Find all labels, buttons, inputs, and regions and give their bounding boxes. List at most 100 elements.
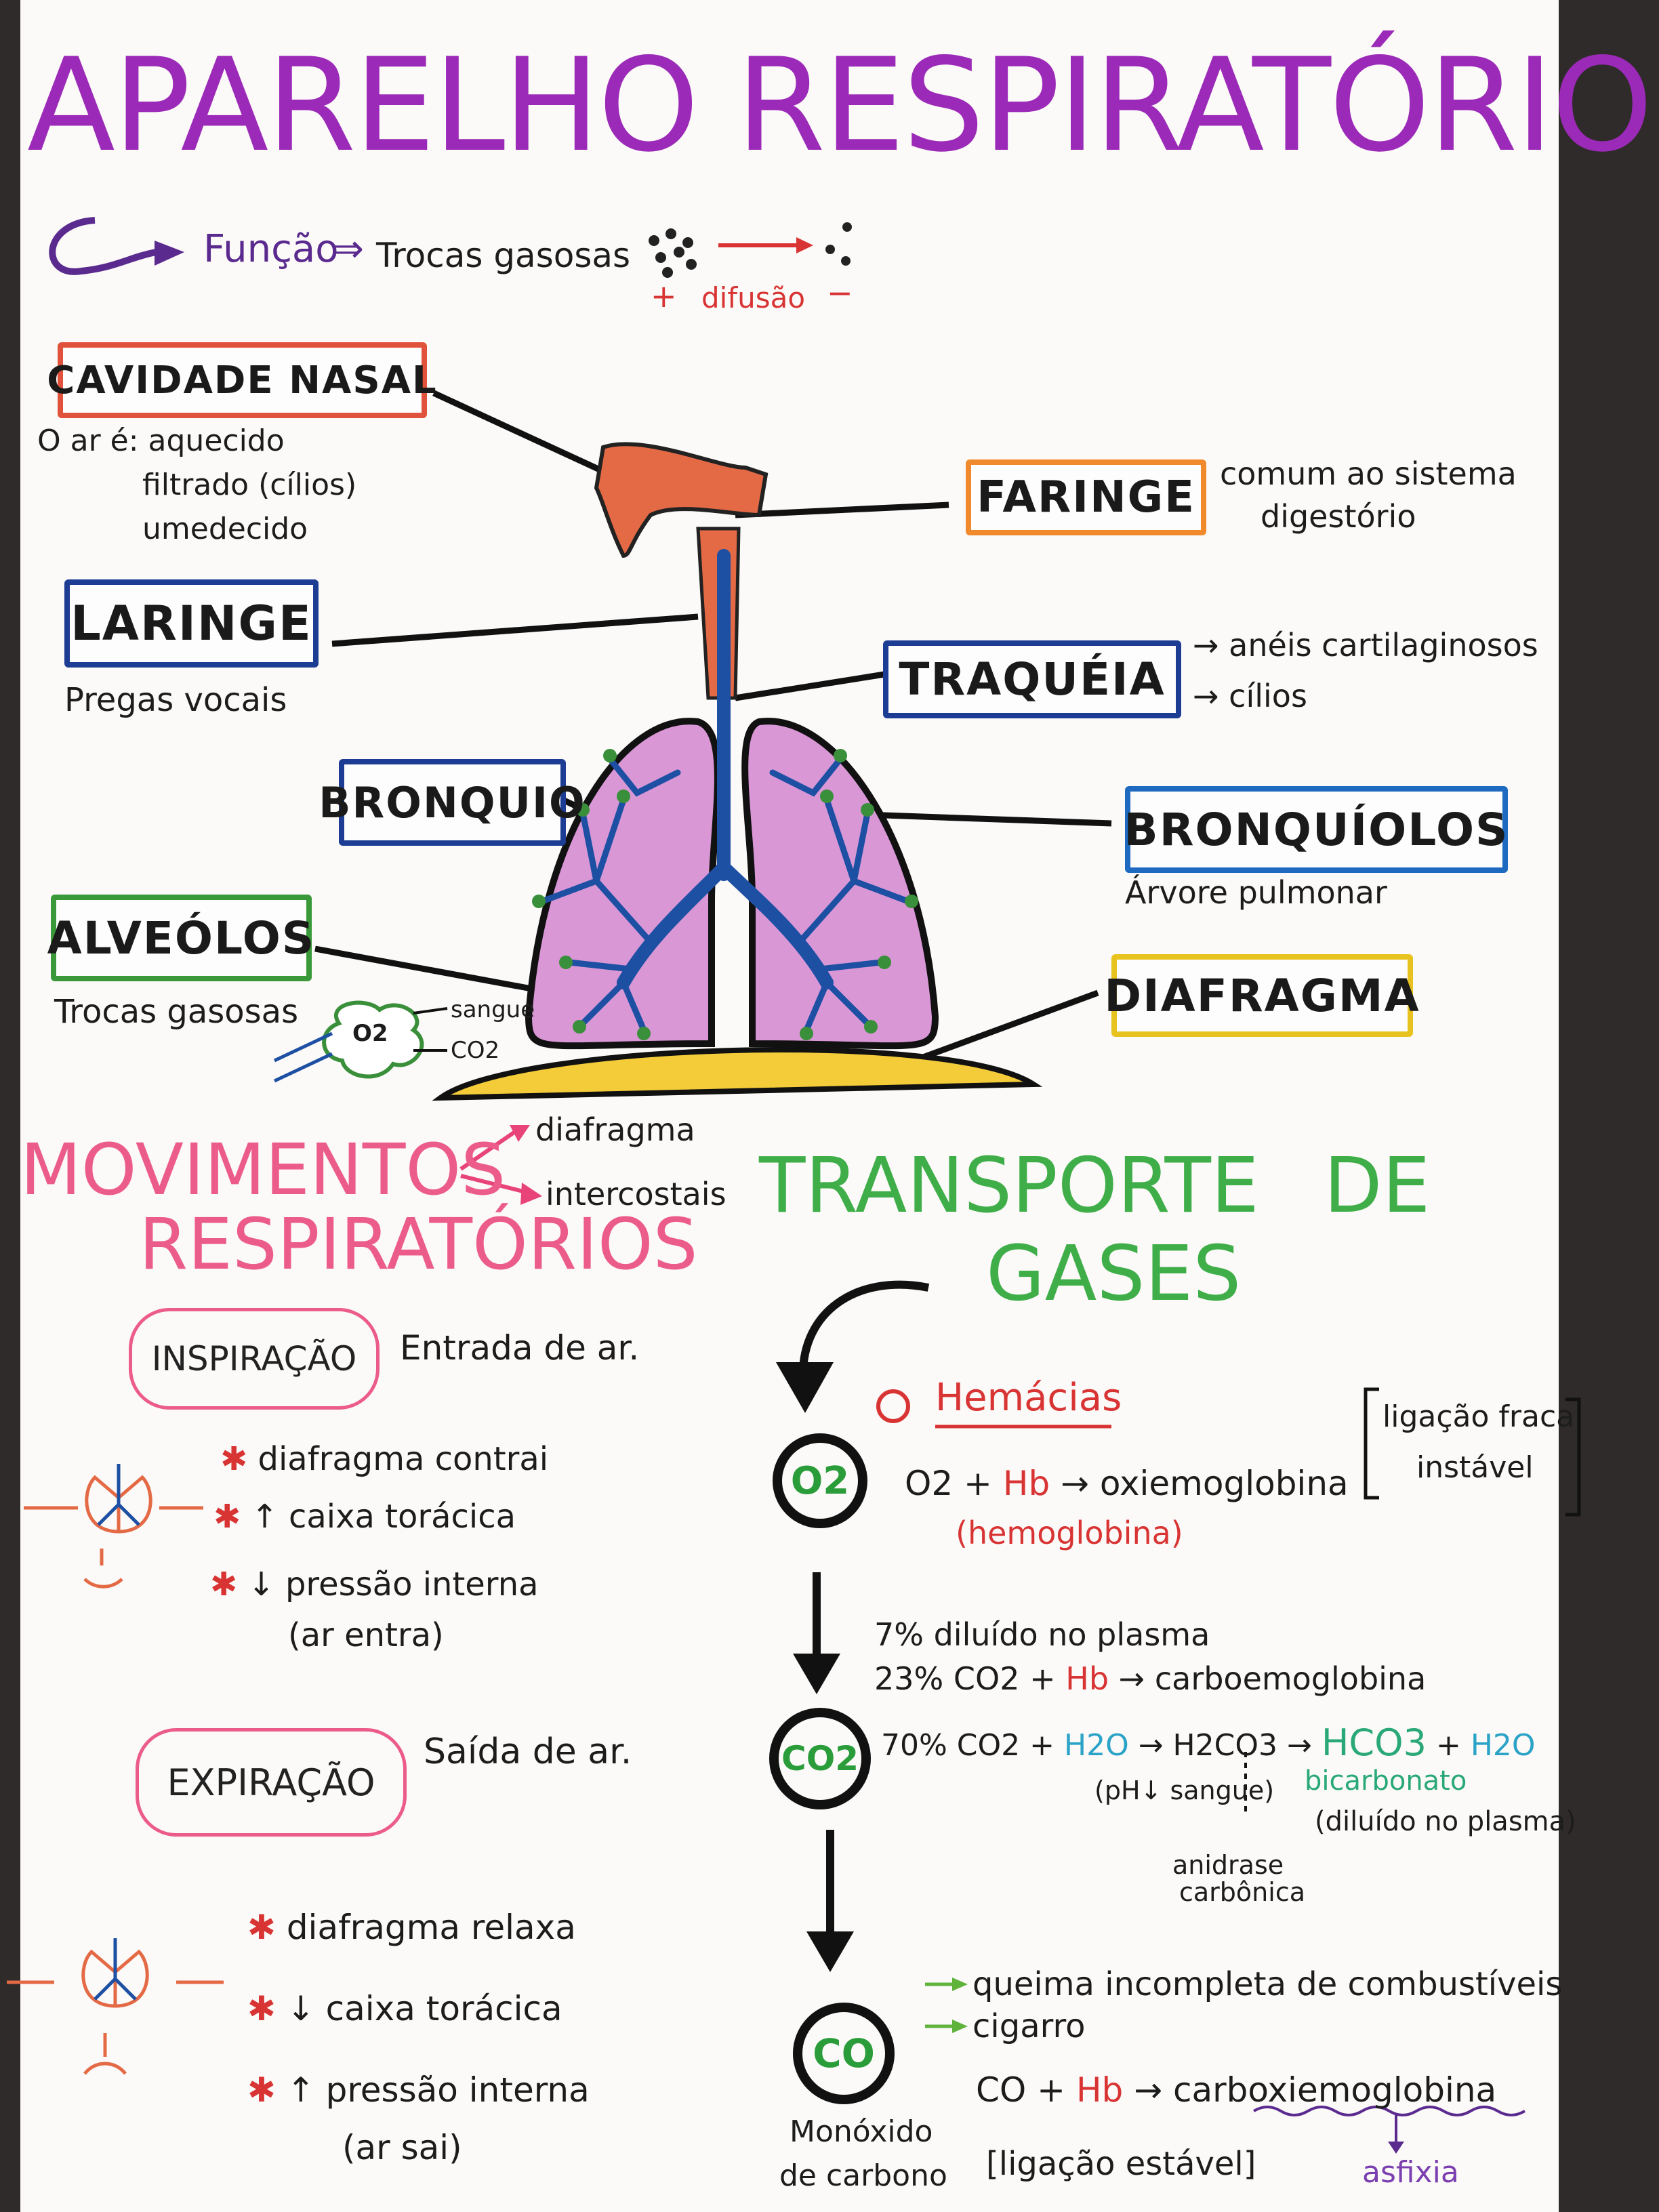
- insp-item-2-text: ↑ caixa torácica: [251, 1498, 516, 1536]
- label-diafragma: DIAFRAGMA: [1104, 954, 1419, 1037]
- hemoglobina-label: (hemoglobina): [956, 1515, 1183, 1551]
- co2-line-3: 70% CO2 + H2O → H2CO3 → HCO3 + H2O: [881, 1721, 1536, 1764]
- o2-equation: O2 + Hb → oxiemoglobina: [905, 1464, 1349, 1503]
- diluido-note: (diluído no plasma): [1315, 1806, 1576, 1837]
- co-cause-arrows: [925, 1982, 956, 2028]
- transport-flow-arrows: [799, 1280, 930, 1938]
- co2-l3a: 70% CO2 +: [881, 1728, 1064, 1763]
- exp-item-1-text: diafragma relaxa: [286, 1908, 576, 1947]
- label-faringe: FARINGE: [966, 459, 1206, 535]
- transporte-title-1: TRANSPORTE DE: [759, 1142, 1431, 1230]
- alveolus-sangue: sangue: [451, 996, 535, 1023]
- inspiration-lungs-icon: [24, 1464, 203, 1589]
- o2-eq-b: → oxiemoglobina: [1050, 1464, 1349, 1503]
- exp-item-4: (ar sai): [342, 2128, 462, 2167]
- funcao-arrow: ⇒: [332, 227, 364, 271]
- expiracao-bubble: EXPIRAÇÃO: [136, 1728, 407, 1837]
- co2-l2-hb: Hb: [1065, 1660, 1109, 1697]
- ph-note: (pH↓ sangue): [1094, 1776, 1275, 1805]
- traqueia-note-1: → anéis cartilaginosos: [1193, 627, 1538, 663]
- insp-item-1: ✱ diafragma contrai: [220, 1440, 549, 1478]
- exp-item-2-text: ↓ caixa torácica: [286, 1989, 562, 2028]
- co2-line-2: 23% CO2 + Hb → carboemoglobina: [874, 1660, 1426, 1697]
- cavidade-note-1: O ar é: aquecido: [37, 424, 285, 458]
- bicarbonato-label: bicarbonato: [1305, 1765, 1467, 1797]
- movement-branch-arrows: [459, 1130, 529, 1195]
- page-title: APARELHO RESPIRATÓRIO: [27, 30, 1653, 180]
- cavidade-note-2: filtrado (cílios): [142, 468, 357, 502]
- co2-circle: CO2: [769, 1708, 871, 1809]
- exp-item-2: ✱ ↓ caixa torácica: [247, 1989, 562, 2028]
- anidrase-1: anidrase: [1172, 1850, 1284, 1880]
- funcao-label: Função: [203, 227, 339, 271]
- nasal-cavity-shape: [594, 442, 769, 558]
- movimentos-title-1: MOVIMENTOS: [20, 1128, 506, 1211]
- label-bronquiolos: BRONQUÍOLOS: [1124, 786, 1508, 873]
- diaphragm-shape: [432, 1047, 1043, 1101]
- insp-item-1-text: diafragma contrai: [258, 1440, 549, 1478]
- alveolus-detail-icon: [322, 1000, 424, 1079]
- label-traqueia: TRAQUÉIA: [883, 640, 1181, 718]
- transporte-title-2: GASES: [986, 1230, 1242, 1318]
- traqueia-note-1-text: anéis cartilaginosos: [1229, 627, 1538, 663]
- co2-l2b: → carboemoglobina: [1109, 1660, 1427, 1697]
- swoosh-arrow-icon: [49, 217, 157, 275]
- co2-line-1: 7% diluído no plasma: [874, 1616, 1210, 1653]
- faringe-note-1: comum ao sistema: [1220, 455, 1517, 492]
- exp-item-3-text: ↑ pressão interna: [286, 2070, 590, 2110]
- insp-item-3-text: ↓ pressão interna: [247, 1565, 539, 1603]
- co-eq-a: CO +: [976, 2070, 1076, 2110]
- co2-l2a: 23% CO2 +: [874, 1660, 1066, 1697]
- alveolus-co2: CO2: [451, 1037, 500, 1064]
- exp-item-1: ✱ diafragma relaxa: [247, 1908, 576, 1947]
- alveolos-note: Trocas gasosas: [54, 993, 299, 1031]
- anidrase-2: carbônica: [1179, 1877, 1305, 1907]
- monoxido-1: Monóxido: [790, 2114, 933, 2149]
- inspiracao-bubble: INSPIRAÇÃO: [129, 1308, 380, 1410]
- carboxi-underline: [1252, 2106, 1526, 2116]
- co-cause-1: queima incompleta de combustíveis: [972, 1965, 1563, 2003]
- faringe-note-2: digestório: [1261, 498, 1416, 535]
- ligacao-estavel: [ligação estável]: [986, 2145, 1256, 2183]
- insp-item-2: ✱ ↑ caixa torácica: [213, 1498, 516, 1536]
- co2-l3b: → H2CO3 →: [1128, 1728, 1322, 1763]
- swoosh-arrowhead-icon: [155, 241, 184, 266]
- minus-sign: −: [827, 274, 853, 311]
- co2-l3-h2o-2: H2O: [1470, 1728, 1536, 1763]
- co2-l3-plus: +: [1426, 1728, 1471, 1763]
- hemacias-marker-icon: [876, 1389, 910, 1423]
- movimentos-branch-intercostais: intercostais: [546, 1176, 726, 1212]
- insp-item-3: ✱ ↓ pressão interna: [210, 1565, 539, 1603]
- label-cavidade-nasal: CAVIDADE NASAL: [47, 342, 436, 418]
- alveoli-clusters: [532, 749, 918, 1040]
- co-eq-b: →: [1123, 2070, 1173, 2110]
- label-laringe: LARINGE: [64, 579, 319, 668]
- monoxido-2: de carbono: [779, 2158, 947, 2193]
- inspiracao-desc: Entrada de ar.: [400, 1328, 640, 1368]
- bronchial-tree-icon: [617, 549, 834, 989]
- carboxi-label: carboxiemoglobina: [1172, 2070, 1497, 2110]
- o2-eq-hb: Hb: [1002, 1464, 1050, 1503]
- asfixia-label: asfixia: [1362, 2155, 1459, 2190]
- co2-l3-hco3: HCO3: [1321, 1721, 1427, 1764]
- label-bronquio: BRONQUIO: [319, 759, 585, 846]
- diffusion-dots-icon: [649, 222, 852, 278]
- traqueia-note-2: → cílios: [1193, 678, 1307, 714]
- co-eq-hb: Hb: [1076, 2070, 1124, 2110]
- bronchiole-branches: [539, 756, 912, 1033]
- diffusion-arrow-icon: [796, 237, 813, 253]
- exp-item-3: ✱ ↑ pressão interna: [247, 2070, 590, 2110]
- label-alveolos: ALVEÓLOS: [47, 895, 314, 981]
- difusao-label: difusão: [701, 281, 806, 314]
- plus-sign: +: [651, 278, 677, 314]
- co-circle: CO: [793, 2003, 895, 2104]
- ligacao-fraca: ligação fraca: [1382, 1399, 1575, 1434]
- co2-l3-h2o: H2O: [1063, 1728, 1129, 1763]
- cavidade-note-3: umedecido: [142, 512, 308, 546]
- co-equation: CO + Hb → carboxiemoglobina: [976, 2070, 1496, 2110]
- hemacias-label: Hemácias: [935, 1376, 1122, 1420]
- co-cause-2: cigarro: [972, 2007, 1086, 2045]
- o2-eq-a: O2 +: [905, 1464, 1003, 1503]
- traqueia-note-2-text: cílios: [1229, 678, 1307, 714]
